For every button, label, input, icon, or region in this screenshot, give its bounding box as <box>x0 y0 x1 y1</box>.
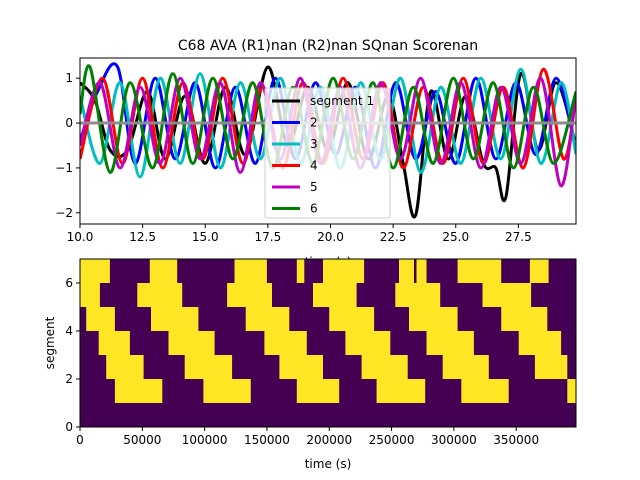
heatmap-cells <box>80 259 576 427</box>
top-x-tick-label: 25.0 <box>442 230 469 244</box>
heatmap-active-cell <box>168 331 215 355</box>
legend: segment 1 2 3 4 5 6 <box>264 87 391 219</box>
heatmap-active-cell <box>227 283 272 307</box>
heatmap-active-cell <box>376 379 426 403</box>
heatmap-active-cell <box>80 259 110 283</box>
top-y-tick-label: −2 <box>55 206 73 220</box>
heatmap-active-cell <box>264 331 307 355</box>
bottom-y-axis-label: segment <box>43 316 57 369</box>
top-axes-frame <box>79 57 577 225</box>
bottom-x-tick-label: 350000 <box>493 433 539 447</box>
heatmap-active-cell <box>149 259 178 283</box>
top-x-tick-label: 17.5 <box>255 230 282 244</box>
heatmap-active-cell <box>361 355 408 379</box>
heatmap-active-cell <box>329 307 375 331</box>
top-y-tick-label: 0 <box>65 116 73 130</box>
top-chart-title: C68 AVA (R1)nan (R2)nan SQnan Scorenan <box>178 38 478 54</box>
bottom-x-tick-label: 150000 <box>244 433 290 447</box>
heatmap-active-cell <box>442 355 489 379</box>
heatmap-active-cell <box>345 331 391 355</box>
bottom-y-tick-label: 0 <box>65 420 73 434</box>
top-x-tick-label: 12.5 <box>129 230 156 244</box>
top-x-tick-label: 15.0 <box>192 230 219 244</box>
heatmap-active-cell <box>529 259 549 283</box>
legend-label: 4 <box>310 159 318 173</box>
bottom-y-tick-label: 2 <box>65 372 73 386</box>
heatmap-active-cell <box>137 283 183 307</box>
bottom-y-tick-label: 4 <box>65 324 73 338</box>
heatmap-active-cell <box>399 259 414 283</box>
heatmap-active-cell <box>461 379 509 403</box>
heatmap-active-cell <box>416 259 427 283</box>
top-y-ticks: 1 0 −1 −2 <box>55 71 80 220</box>
heatmap-active-cell <box>409 307 458 331</box>
bottom-x-axis-label: time (s) <box>305 457 352 471</box>
series-line-1 <box>80 65 576 219</box>
bottom-x-tick-label: 200000 <box>306 433 352 447</box>
legend-label: segment 1 <box>310 94 374 108</box>
heatmap-active-cell <box>567 379 576 403</box>
top-x-tick-label: 20.0 <box>317 230 344 244</box>
bottom-x-tick-label: 250000 <box>369 433 415 447</box>
legend-label: 5 <box>310 180 318 194</box>
bottom-y-ticks: 0 2 4 6 <box>65 276 80 434</box>
top-x-ticks: 10.0 12.5 15.0 17.5 20.0 22.5 25.0 27.5 <box>67 224 532 244</box>
heatmap-active-cell <box>203 379 251 403</box>
heatmap-active-cell <box>151 307 199 331</box>
heatmap-axes: 0 50000 100000 150000 200000 250000 300000 3500… <box>43 258 577 471</box>
heatmap-active-cell <box>106 355 144 379</box>
top-x-tick-label: 10.0 <box>67 230 94 244</box>
heatmap-active-cell <box>234 259 267 283</box>
bottom-x-tick-label: 300000 <box>431 433 477 447</box>
heatmap-active-cell <box>457 259 502 283</box>
heatmap-active-cell <box>426 331 474 355</box>
line-chart-axes: C68 AVA (R1)nan (R2)nan SQnan Scorenan 1… <box>55 38 577 269</box>
bottom-x-ticks: 0 50000 100000 150000 200000 250000 300000 3500… <box>76 427 539 447</box>
heatmap-active-cell <box>114 379 163 403</box>
top-x-tick-label: 27.5 <box>505 230 532 244</box>
heatmap-active-cell <box>184 355 233 379</box>
bottom-x-tick-label: 100000 <box>182 433 228 447</box>
heatmap-active-cell <box>86 307 115 331</box>
heatmap-active-cell <box>323 259 365 283</box>
bottom-x-tick-label: 50000 <box>123 433 161 447</box>
heatmap-active-cell <box>279 355 323 379</box>
legend-label: 3 <box>310 137 318 151</box>
bottom-y-tick-label: 6 <box>65 276 73 290</box>
heatmap-active-cell <box>80 283 100 307</box>
heatmap-active-cell <box>534 355 568 379</box>
top-x-tick-label: 22.5 <box>380 230 407 244</box>
bottom-x-tick-label: 0 <box>76 433 84 447</box>
top-y-tick-label: −1 <box>55 161 73 175</box>
heatmap-active-cell <box>296 259 305 283</box>
heatmap-active-cell <box>395 283 441 307</box>
heatmap-active-cell <box>245 307 290 331</box>
heatmap-active-cell <box>482 283 532 307</box>
legend-label: 6 <box>310 202 318 216</box>
heatmap-active-cell <box>313 283 357 307</box>
heatmap-active-cell <box>98 331 130 355</box>
heatmap-active-cell <box>518 331 562 355</box>
bottom-axes-frame <box>79 258 577 428</box>
heatmap-active-cell <box>296 379 340 403</box>
heatmap-active-cell <box>501 307 548 331</box>
legend-label: 2 <box>310 116 318 130</box>
top-y-tick-label: 1 <box>65 71 73 85</box>
